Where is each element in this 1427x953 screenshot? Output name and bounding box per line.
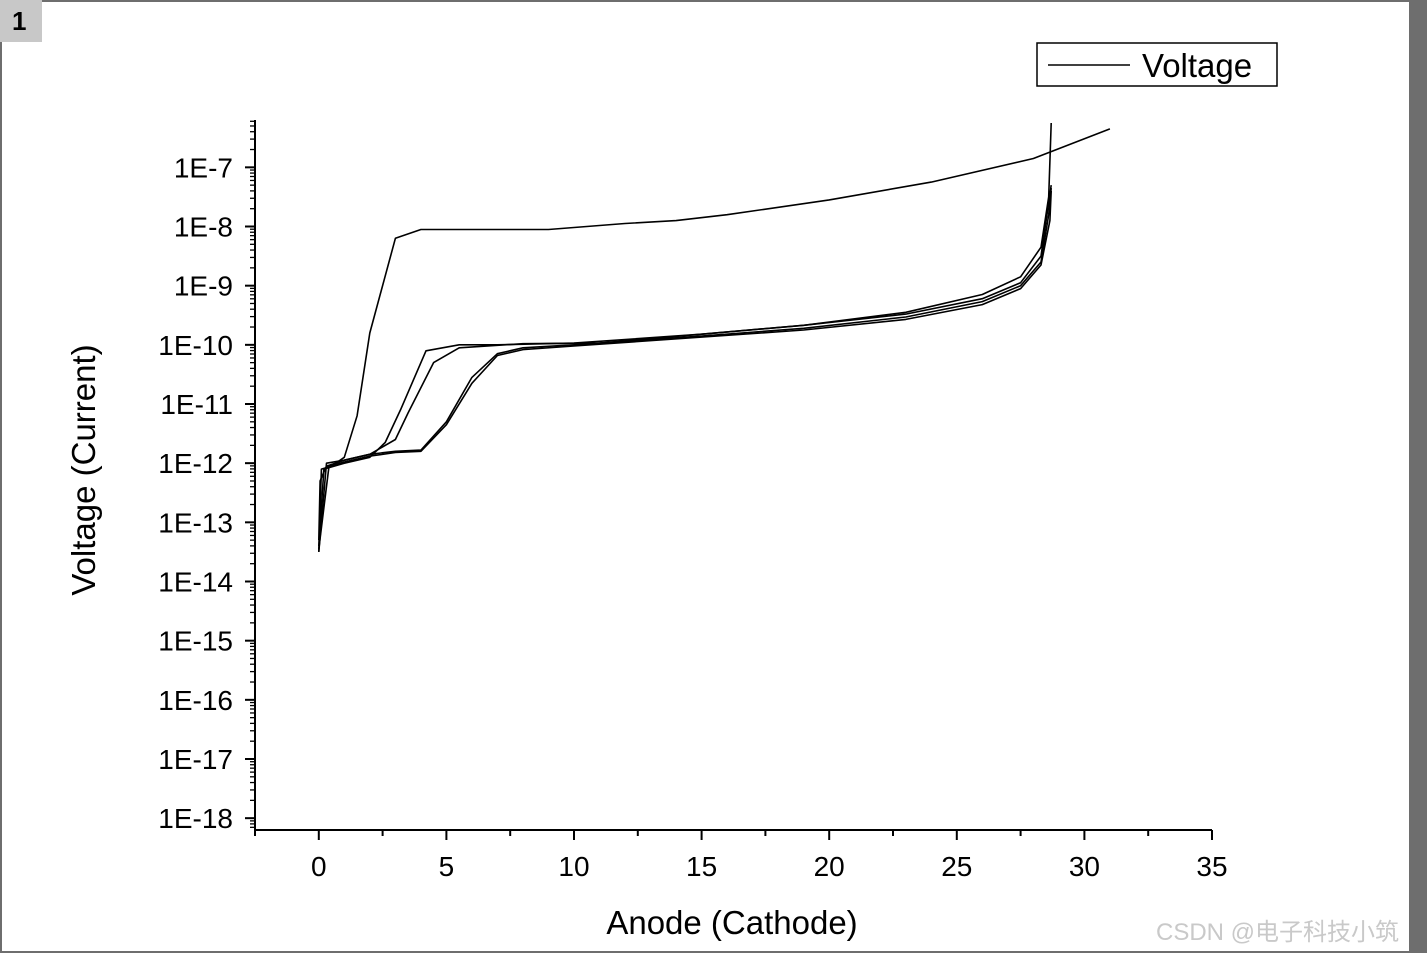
series-line [318, 122, 1052, 541]
x-tick-label: 20 [814, 851, 845, 882]
x-tick-label: 30 [1069, 851, 1100, 882]
legend-label: Voltage [1142, 47, 1252, 84]
y-tick-label: 1E-17 [158, 744, 233, 775]
x-axis-label: Anode (Cathode) [606, 904, 857, 941]
series-layer [318, 122, 1111, 552]
watermark-text: CSDN @电子科技小筑 [1156, 919, 1400, 946]
y-tick-label: 1E-12 [158, 448, 233, 479]
x-tick-label: 5 [439, 851, 455, 882]
x-tick-label: 10 [558, 851, 589, 882]
y-tick-label: 1E-9 [174, 271, 233, 302]
x-tick-label: 15 [686, 851, 717, 882]
y-tick-label: 1E-14 [158, 567, 233, 598]
x-tick-label: 0 [311, 851, 327, 882]
x-axis: 0 5 10 15 20 25 30 35 [254, 829, 1228, 882]
series-line [318, 128, 1111, 552]
series-line [318, 187, 1052, 552]
y-tick-label: 1E-11 [160, 389, 233, 420]
series-line [318, 190, 1052, 550]
y-axis: 1E-7 1E-8 1E-9 1E-10 1E-11 1E-12 1E-13 1E-14 1E-… [158, 120, 256, 834]
legend[interactable]: Voltage [1036, 42, 1278, 87]
y-tick-label: 1E-10 [158, 330, 233, 361]
y-tick-label: 1E-18 [158, 803, 233, 834]
x-tick-label: 35 [1196, 851, 1227, 882]
series-line [318, 184, 1052, 547]
page-number-badge[interactable]: 1 [0, 0, 42, 42]
y-axis-label: Voltage (Current) [65, 344, 102, 595]
y-tick-label: 1E-7 [174, 152, 233, 183]
y-tick-label: 1E-8 [174, 212, 233, 243]
y-tick-label: 1E-15 [158, 626, 233, 657]
y-tick-label: 1E-16 [158, 685, 233, 716]
y-tick-label: 1E-13 [158, 507, 233, 538]
x-tick-label: 25 [941, 851, 972, 882]
